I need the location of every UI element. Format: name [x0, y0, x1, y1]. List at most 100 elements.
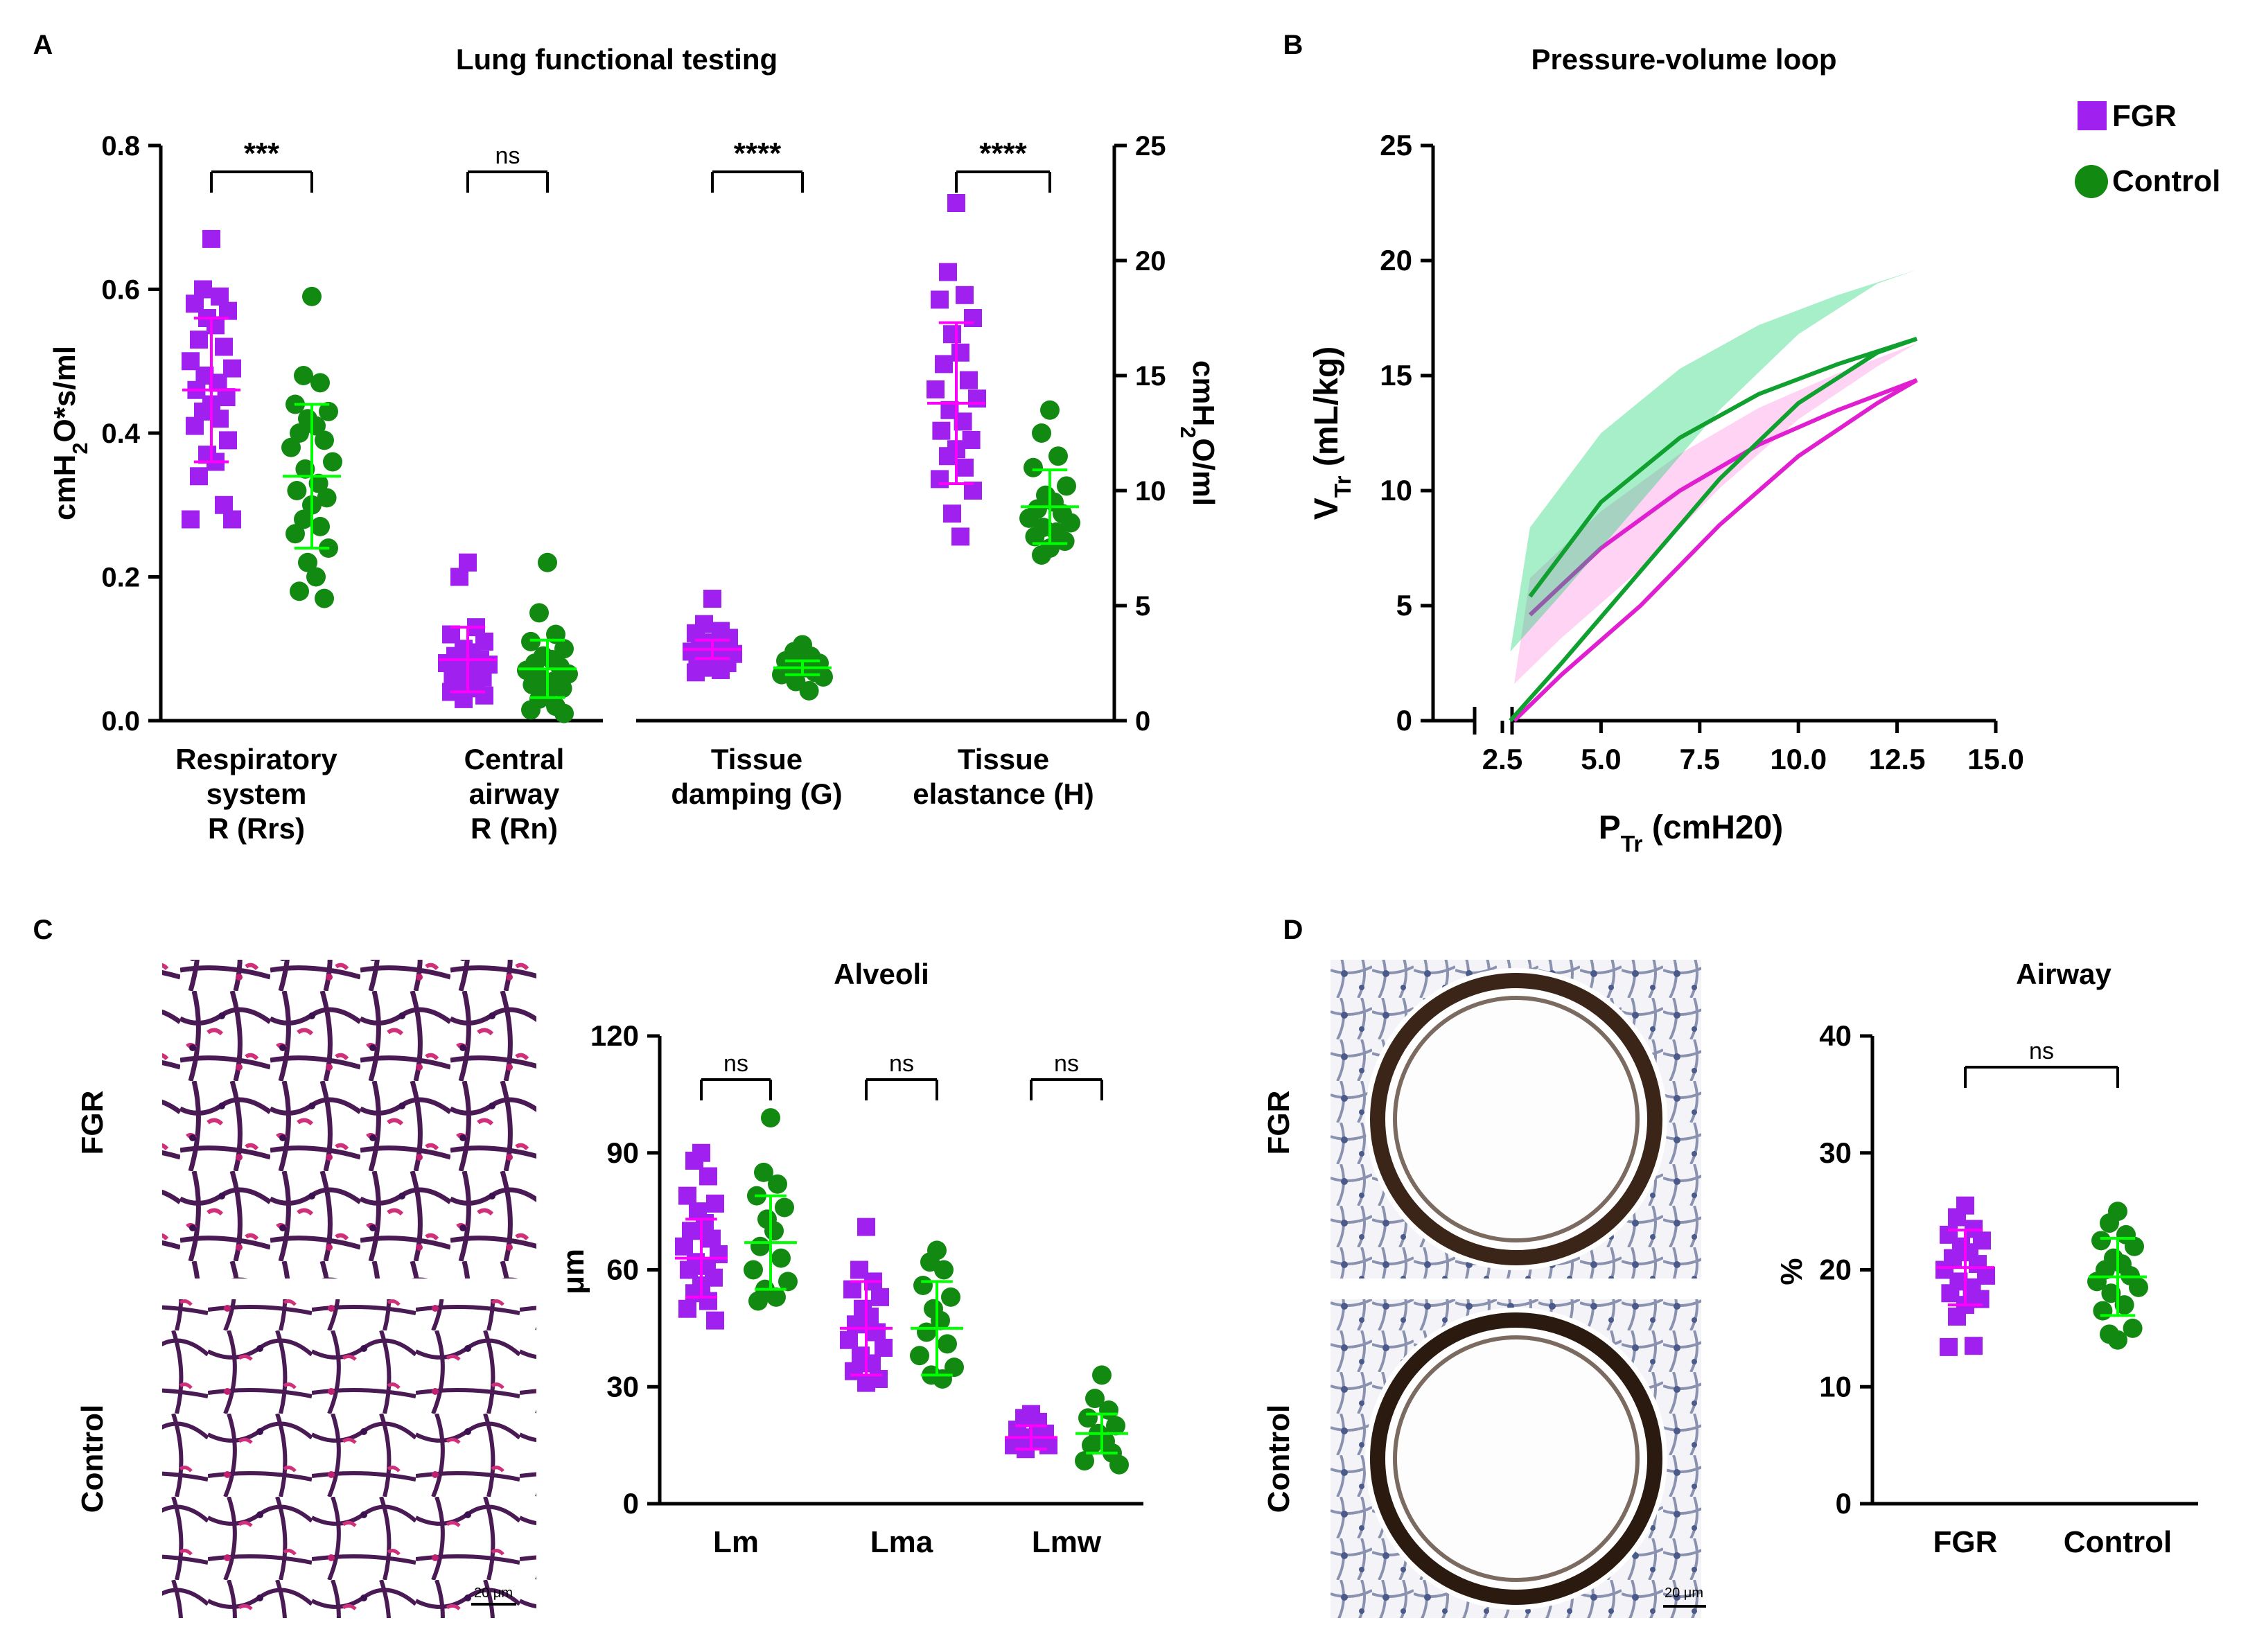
lung-fgr-point — [215, 337, 233, 356]
lung-fgr-point — [960, 371, 978, 389]
alveoli-control-point — [938, 1334, 957, 1354]
lung-sig-bracket — [711, 170, 804, 193]
airway-control-point — [2100, 1324, 2119, 1344]
alveoli-control-point — [748, 1291, 768, 1311]
alveoli-fgr-point — [675, 1237, 693, 1256]
lung-fgr-point — [964, 309, 982, 327]
alveoli-control-point — [1109, 1455, 1129, 1475]
alveoli-fgr-point — [1039, 1436, 1057, 1455]
lung-control-point — [552, 678, 572, 698]
lung-sig-bracket — [210, 170, 313, 193]
lung-fgr-point — [687, 663, 705, 682]
pv-ylabel-main: V — [1308, 498, 1345, 520]
airway-ylabel: % — [1775, 1258, 1809, 1285]
lung-sig-bracket-label: *** — [244, 137, 280, 170]
lung-control-point — [315, 430, 334, 450]
alveoli-control-point — [1082, 1435, 1101, 1455]
pv-xtick-label: 7.5 — [1680, 743, 1720, 775]
lung-ytick-label-right: 0 — [1135, 706, 1150, 737]
lung-category-label: airway — [469, 777, 560, 810]
airway-fgr-point — [1948, 1308, 1966, 1326]
airway-control-point — [2129, 1277, 2148, 1297]
alveoli-row-label-fgr: FGR — [76, 1091, 109, 1155]
lung-control-point — [302, 286, 322, 306]
alveoli-fgr-point — [699, 1167, 717, 1186]
legend-fgr-label: FGR — [2112, 99, 2177, 133]
lung-control-point — [814, 667, 833, 687]
alveoli-fgr-point — [706, 1194, 724, 1213]
lung-ytick-label-left: 0.4 — [101, 419, 140, 449]
lung-control-point — [290, 423, 309, 443]
panel-label-a: A — [33, 30, 53, 60]
lung-control-point — [281, 437, 301, 457]
pv-xtick-label: 5.0 — [1581, 743, 1621, 775]
pv-xtick-label: 10.0 — [1770, 743, 1827, 775]
lung-fgr-point — [956, 285, 974, 304]
pv-xtick-label: 12.5 — [1869, 743, 1926, 775]
airway-ytick-label: 0 — [1836, 1487, 1852, 1520]
airway-scale-label: 20 μm — [1665, 1585, 1703, 1601]
alveoli-sig-bracket — [865, 1078, 938, 1100]
alveoli-fgr-point — [843, 1280, 861, 1299]
alveoli-fgr-point — [871, 1288, 889, 1306]
alveoli-control-point — [1085, 1389, 1105, 1409]
lung-control-point — [529, 603, 549, 623]
lung-control-point — [315, 588, 334, 608]
alveoli-category-label: Lma — [870, 1525, 933, 1559]
airway-ytick-label: 20 — [1819, 1254, 1852, 1286]
pv-xtick-label: 2.5 — [1482, 743, 1522, 775]
lung-control-point — [294, 509, 313, 529]
airway-control-image-lumen — [1393, 1335, 1640, 1582]
pv-ytick-label: 15 — [1380, 359, 1412, 392]
airway-fgr-point — [1965, 1337, 1983, 1355]
airway-fgr-point — [1940, 1337, 1958, 1356]
alveoli-control-point — [764, 1221, 784, 1241]
lung-fgr-point — [712, 660, 730, 679]
lung-ylabel-left-tail: O*s/ml — [48, 346, 82, 442]
lung-control-point — [294, 366, 313, 385]
alveoli-fgr-point — [857, 1373, 875, 1392]
pv-band-1 — [1510, 270, 1917, 652]
lung-sig-bracket — [955, 170, 1051, 193]
lung-fgr-point — [450, 568, 468, 586]
lung-fgr-point — [939, 263, 957, 281]
alveoli-control-point — [761, 1108, 780, 1128]
lung-fgr-point — [951, 527, 969, 546]
pv-xlabel-main: P — [1599, 809, 1621, 846]
lung-control-point — [286, 524, 305, 544]
alveoli-control-point — [941, 1287, 960, 1307]
alveoli-ytick-label: 30 — [606, 1370, 639, 1403]
lung-ytick-label-left: 0.6 — [101, 275, 140, 306]
alveoli-fgr-point — [678, 1299, 696, 1318]
airway-row-label-control: Control — [1262, 1405, 1296, 1513]
pv-ytick-label: 10 — [1380, 474, 1412, 507]
airway-control-image — [1331, 1299, 1701, 1618]
lung-ytick-label-right: 5 — [1135, 591, 1150, 622]
airway-sig-bracket — [1964, 1066, 2119, 1088]
lung-fgr-point — [947, 194, 965, 212]
pv-ytick-label: 0 — [1396, 704, 1412, 737]
lung-control-point — [310, 373, 330, 393]
alveoli-control-point — [934, 1260, 954, 1280]
legend-fgr-swatch — [2078, 101, 2107, 130]
pv-ytick-label: 25 — [1380, 129, 1412, 161]
alveoli-category-label: Lmw — [1032, 1525, 1102, 1559]
lung-title: Lung functional testing — [456, 43, 778, 76]
alveoli-fgr-point — [847, 1315, 865, 1334]
lung-control-point — [306, 567, 326, 587]
alveoli-row-label-control: Control — [76, 1405, 109, 1513]
airway-sig-bracket-label: ns — [2029, 1038, 2054, 1064]
pv-ylabel: VTr (mL/kg) — [1308, 346, 1356, 520]
lung-fgr-point — [703, 590, 721, 608]
alveoli-fgr-point — [857, 1218, 875, 1236]
lung-control-point — [521, 631, 541, 651]
lung-sig-bracket-label: ns — [495, 143, 520, 169]
lung-control-point — [538, 552, 557, 572]
lung-category-label: Respiratory — [175, 743, 337, 775]
alveoli-sig-bracket-label: ns — [723, 1051, 748, 1077]
lung-ylabel-left-sub: 2 — [68, 442, 92, 454]
lung-fgr-point — [943, 325, 961, 344]
lung-sig-bracket-label: **** — [734, 137, 782, 170]
lung-ytick-label-right: 20 — [1135, 246, 1166, 276]
alveoli-fgr-point — [840, 1330, 858, 1349]
